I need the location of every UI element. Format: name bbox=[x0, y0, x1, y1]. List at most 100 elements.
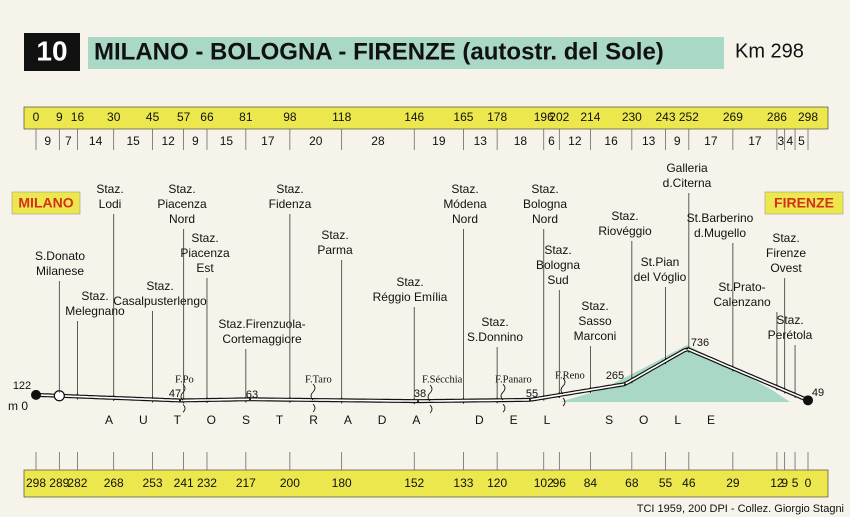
credit: TCI 1959, 200 DPI - Collez. Giorgio Stag… bbox=[637, 503, 844, 515]
station-label: Bologna bbox=[536, 258, 580, 272]
km-to-end: 268 bbox=[104, 476, 124, 490]
segment-distance: 19 bbox=[432, 134, 446, 148]
elevation-point bbox=[624, 383, 626, 386]
station-label: Galleria bbox=[666, 161, 708, 175]
km-to-end: 12 bbox=[770, 476, 784, 490]
mountain-shade bbox=[560, 345, 790, 402]
station-label: Staz. bbox=[96, 182, 123, 196]
elevation-point bbox=[249, 398, 251, 401]
segment-distance: 12 bbox=[161, 134, 175, 148]
elevation-label: 122 bbox=[13, 380, 31, 392]
station-label: Staz. bbox=[451, 182, 478, 196]
end-dot bbox=[803, 395, 813, 406]
segment-distance: 17 bbox=[748, 134, 762, 148]
segment-distance: 13 bbox=[642, 134, 656, 148]
elevation-point bbox=[529, 398, 531, 401]
km-to-end: 232 bbox=[197, 476, 217, 490]
elevation-label: 265 bbox=[606, 370, 624, 382]
km-from-start: 286 bbox=[767, 110, 787, 124]
elevation-point bbox=[417, 400, 419, 403]
km-to-end: 0 bbox=[805, 476, 812, 490]
elevation-point bbox=[686, 347, 688, 350]
segment-distance: 15 bbox=[220, 134, 234, 148]
km-from-start: 178 bbox=[487, 110, 507, 124]
segment-distance: 7 bbox=[65, 134, 72, 148]
segment-distance: 18 bbox=[514, 134, 528, 148]
km-from-start: 252 bbox=[679, 110, 699, 124]
river-mark bbox=[500, 383, 506, 413]
km-to-end: 9 bbox=[781, 476, 788, 490]
elevation-label: 55 bbox=[526, 388, 538, 400]
station-label: Staz.Firenzuola- bbox=[218, 317, 305, 331]
km-to-end: 102 bbox=[534, 476, 554, 490]
river-label: F.Panaro bbox=[495, 374, 532, 385]
km-to-end: 282 bbox=[67, 476, 87, 490]
city-box bbox=[764, 191, 844, 215]
station-label: Parma bbox=[317, 243, 353, 257]
baseline-label: m 0 bbox=[8, 399, 28, 413]
km-from-start: 269 bbox=[723, 110, 743, 124]
number-box bbox=[24, 33, 80, 71]
segment-distance: 6 bbox=[548, 134, 555, 148]
station-label: Melegnano bbox=[65, 304, 125, 318]
station-label: Réggio Emília bbox=[373, 290, 448, 304]
station-label: Calenzano bbox=[713, 295, 771, 309]
km-to-end: 68 bbox=[625, 476, 639, 490]
station-label: Staz. bbox=[276, 182, 303, 196]
km-to-end: 200 bbox=[280, 476, 300, 490]
city-box bbox=[11, 191, 81, 215]
segment-distance: 17 bbox=[704, 134, 718, 148]
km-to-end: 152 bbox=[404, 476, 424, 490]
km-to-end: 217 bbox=[236, 476, 256, 490]
station-label: Staz. bbox=[776, 313, 803, 327]
km-from-start: 0 bbox=[33, 110, 40, 124]
km-from-start: 214 bbox=[580, 110, 600, 124]
end-dot bbox=[31, 389, 41, 400]
segment-distance: 5 bbox=[798, 134, 805, 148]
km-to-end: 241 bbox=[174, 476, 194, 490]
segment-distance: 15 bbox=[126, 134, 140, 148]
bottom-band bbox=[23, 469, 829, 498]
distance: Km 298 bbox=[735, 40, 804, 62]
station-label: Firenze bbox=[766, 246, 806, 260]
title-band bbox=[88, 37, 724, 69]
station-label: Cortemaggiore bbox=[222, 332, 302, 346]
river-mark bbox=[310, 383, 316, 413]
km-from-start: 81 bbox=[239, 110, 253, 124]
km-from-start: 57 bbox=[177, 110, 191, 124]
station-label: Nord bbox=[169, 212, 195, 226]
station-label: Staz. bbox=[81, 289, 108, 303]
river-label: F.Sécchia bbox=[422, 374, 463, 385]
km-from-start: 196 bbox=[534, 110, 554, 124]
station-label: St.Pian bbox=[641, 255, 680, 269]
station-label: S.Donnino bbox=[467, 330, 523, 344]
station-label: Ovest bbox=[770, 261, 802, 275]
km-from-start: 146 bbox=[404, 110, 424, 124]
km-from-start: 165 bbox=[453, 110, 473, 124]
station-label: Piacenza bbox=[180, 246, 230, 260]
station-label: Piacenza bbox=[157, 197, 207, 211]
segment-distance: 3 bbox=[777, 134, 784, 148]
station-label: Casalpusterlengo bbox=[113, 294, 207, 308]
km-to-end: 133 bbox=[453, 476, 473, 490]
river-mark bbox=[180, 384, 186, 413]
river-mark bbox=[560, 377, 566, 407]
segment-distance: 14 bbox=[89, 134, 103, 148]
segment-distance: 16 bbox=[604, 134, 618, 148]
segment-distance: 9 bbox=[44, 134, 51, 148]
km-from-start: 9 bbox=[56, 110, 63, 124]
station-label: Milanese bbox=[36, 264, 84, 278]
city-label: FIRENZE bbox=[774, 195, 834, 211]
station-label: S.Donato bbox=[35, 249, 85, 263]
km-to-end: 253 bbox=[143, 476, 163, 490]
station-label: Bologna bbox=[523, 197, 567, 211]
elevation-label: 49 bbox=[812, 387, 824, 399]
station-label: Fidenza bbox=[269, 197, 312, 211]
river-label: F.Reno bbox=[555, 370, 585, 381]
river-label: F.Po bbox=[175, 374, 194, 385]
station-label: Sasso bbox=[578, 314, 612, 328]
km-from-start: 243 bbox=[656, 110, 676, 124]
km-to-end: 120 bbox=[487, 476, 507, 490]
